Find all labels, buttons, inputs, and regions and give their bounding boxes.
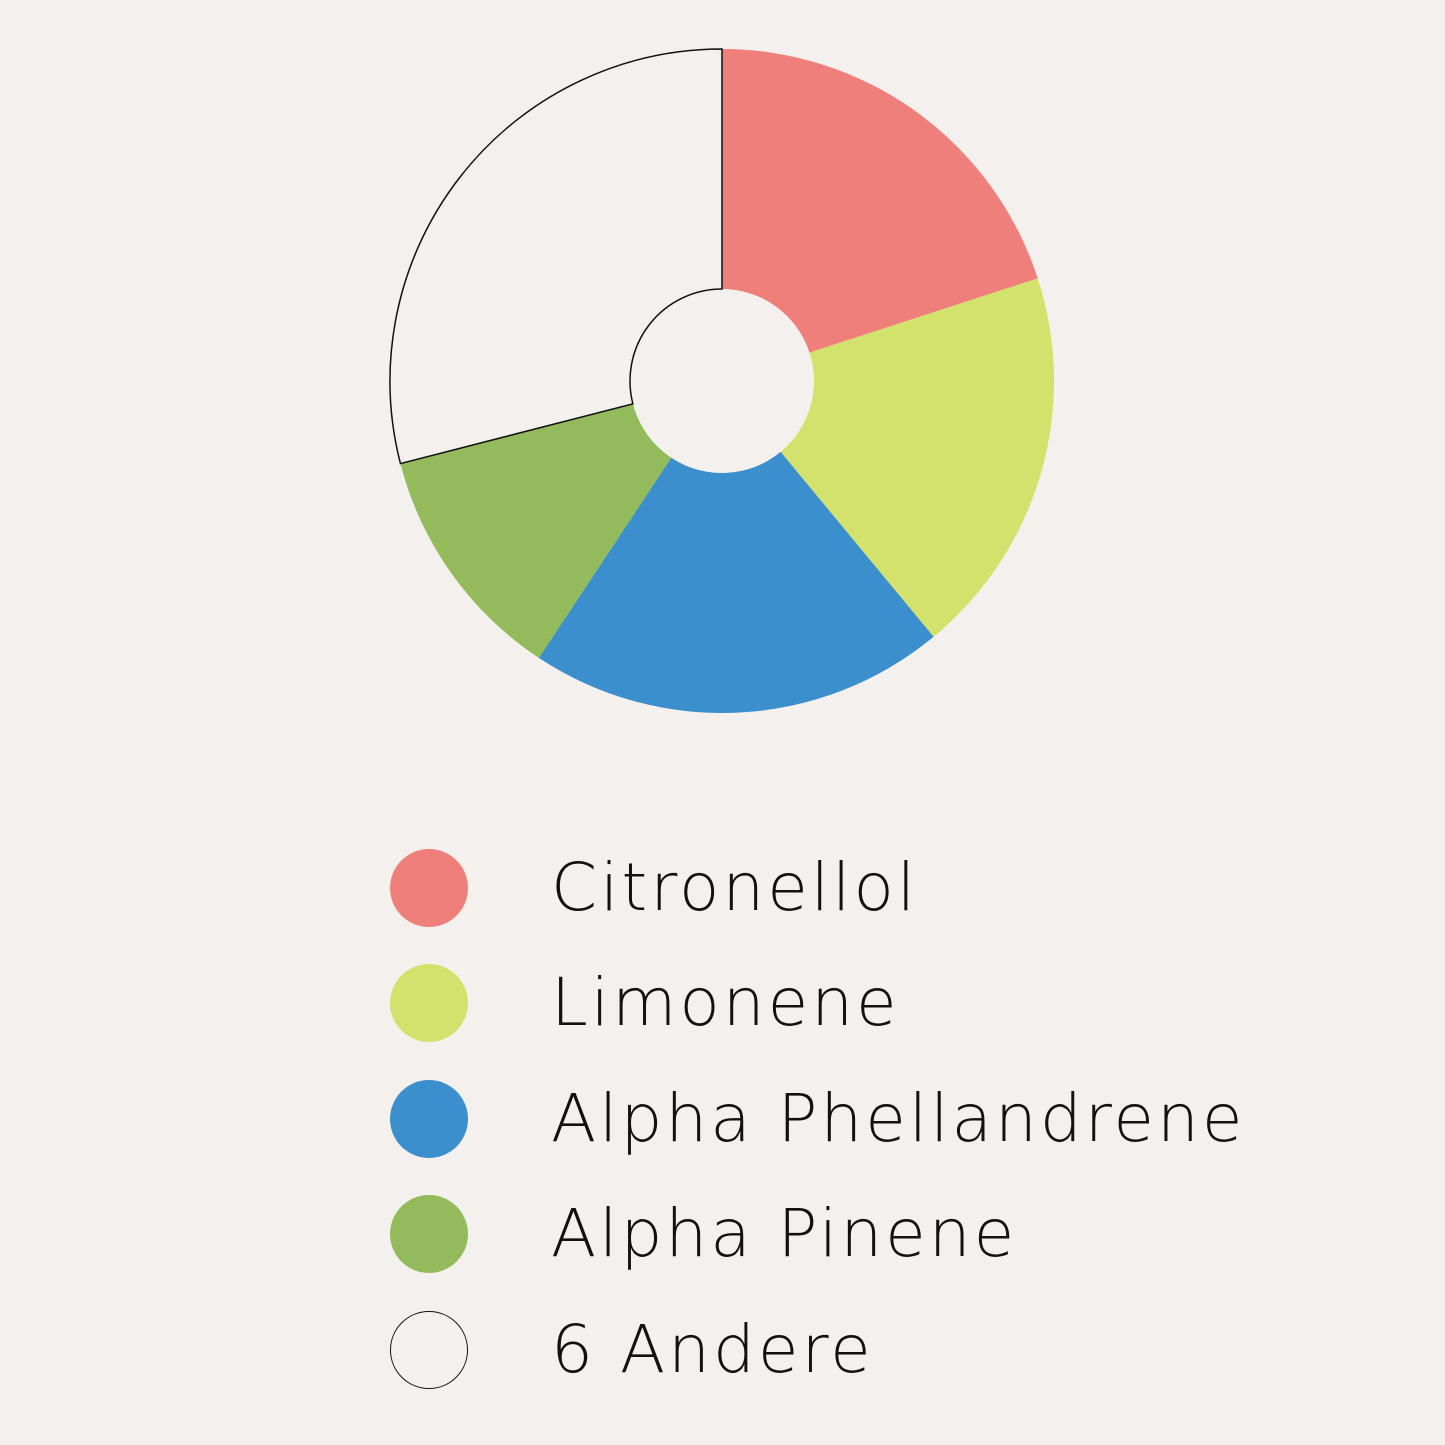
legend-swatch-6-andere xyxy=(390,1310,468,1389)
donut-slice-alpha-phellandrene xyxy=(538,451,934,713)
legend-label-alpha-pinene: Alpha Pinene xyxy=(551,1195,1018,1273)
legend-label-alpha-phellandrene: Alpha Phellandrene xyxy=(551,1079,1246,1157)
legend-item-alpha-phellandrene: Alpha Phellandrene xyxy=(390,1061,1245,1177)
donut-slice-alpha-pinene xyxy=(400,403,672,658)
legend-swatch-alpha-pinene xyxy=(390,1195,468,1274)
legend-label-limonene: Limonene xyxy=(551,964,900,1042)
legend-swatch-alpha-phellandrene xyxy=(390,1079,468,1158)
donut-slice-limonene xyxy=(780,278,1054,637)
legend-swatch-limonene xyxy=(390,964,468,1043)
donut-slice-citronellol xyxy=(722,49,1038,353)
legend-item-citronellol: Citronellol xyxy=(390,830,1245,946)
legend-item-6-andere: 6 Andere xyxy=(390,1292,1245,1408)
donut-chart xyxy=(389,48,1054,713)
legend-item-alpha-pinene: Alpha Pinene xyxy=(390,1177,1245,1293)
legend-label-citronellol: Citronellol xyxy=(551,848,919,926)
legend-swatch-citronellol xyxy=(390,848,468,927)
legend-label-6-andere: 6 Andere xyxy=(551,1310,874,1388)
donut-slice-6-andere xyxy=(389,48,723,465)
legend: Citronellol Limonene Alpha Phellandrene … xyxy=(390,830,1245,1408)
legend-item-limonene: Limonene xyxy=(390,946,1245,1062)
